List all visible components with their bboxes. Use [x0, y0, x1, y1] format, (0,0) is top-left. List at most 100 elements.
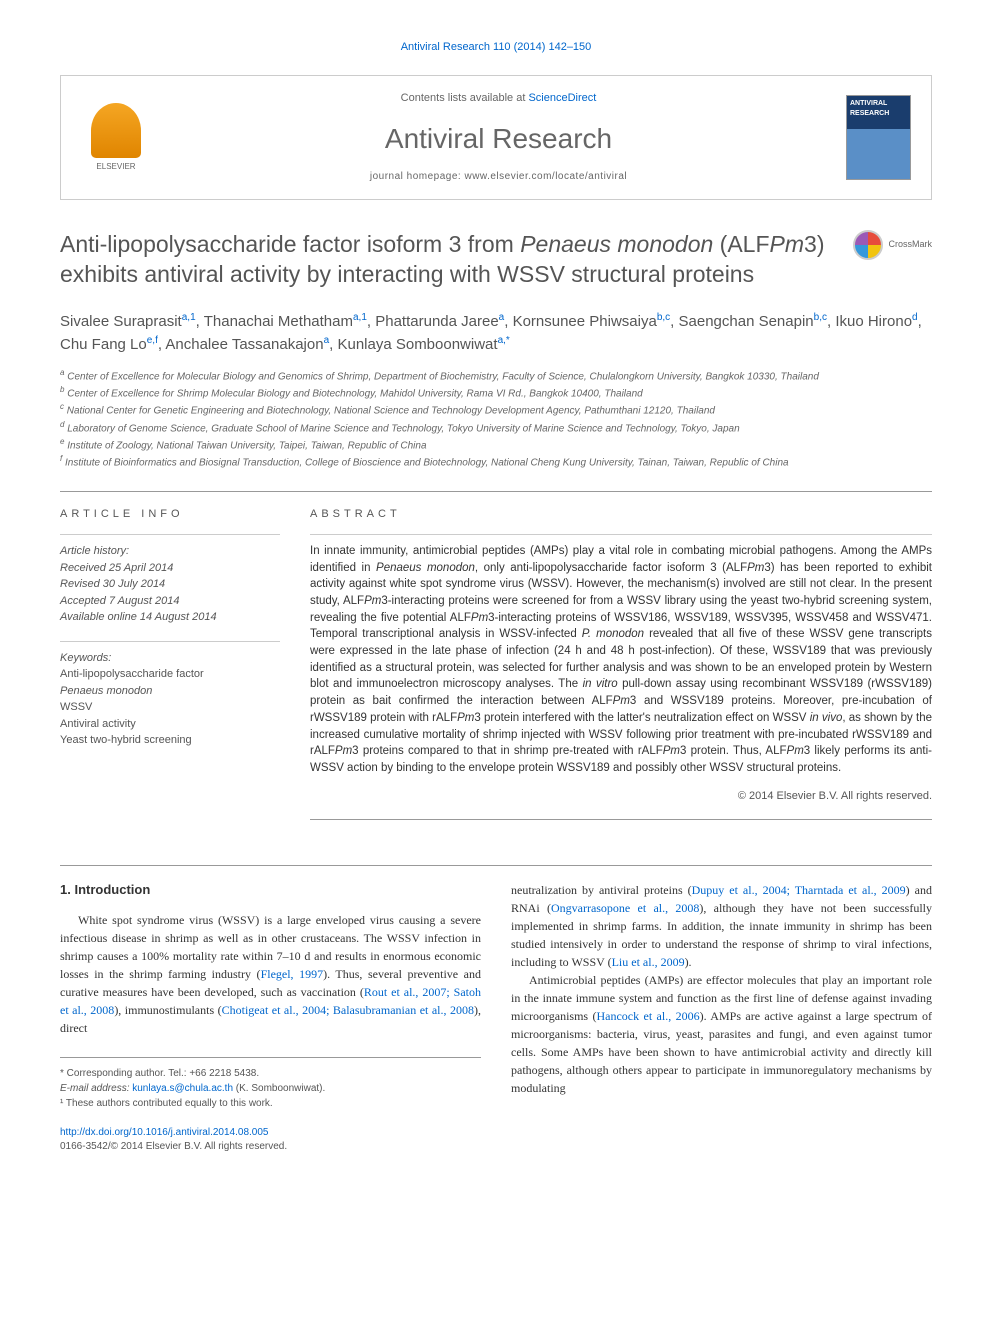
- homepage-prefix: journal homepage:: [370, 171, 465, 182]
- author[interactable]: Chu Fang Loe,f: [60, 336, 158, 353]
- sciencedirect-link[interactable]: ScienceDirect: [528, 92, 596, 104]
- affiliation: a Center of Excellence for Molecular Bio…: [60, 367, 932, 384]
- divider: [310, 819, 932, 820]
- citation-link[interactable]: Antiviral Research 110 (2014) 142–150: [401, 41, 592, 53]
- keyword: WSSV: [60, 699, 280, 716]
- intro-text: White spot syndrome virus (WSSV) is a la…: [60, 911, 481, 1037]
- author-affil-sup: b,c: [814, 312, 827, 323]
- history-item: Accepted 7 August 2014: [60, 593, 280, 610]
- journal-header-box: ELSEVIER Contents lists available at Sci…: [60, 75, 932, 200]
- affiliation: c National Center for Genetic Engineerin…: [60, 401, 932, 418]
- journal-cover-thumbnail[interactable]: ANTIVIRAL RESEARCH: [846, 95, 911, 180]
- author[interactable]: Kunlaya Somboonwiwata,*: [337, 336, 509, 353]
- article-history: Article history: Received 25 April 2014 …: [60, 543, 280, 626]
- crossmark-icon: [853, 230, 883, 260]
- body-columns: 1. Introduction White spot syndrome viru…: [60, 881, 932, 1154]
- abstract-column: ABSTRACT In innate immunity, antimicrobi…: [310, 507, 932, 835]
- divider: [60, 641, 280, 642]
- divider: [310, 534, 932, 535]
- author[interactable]: Anchalee Tassanakajona: [165, 336, 329, 353]
- article-info-header: ARTICLE INFO: [60, 507, 280, 522]
- journal-name: Antiviral Research: [171, 119, 826, 158]
- title-p4: Pm: [770, 231, 805, 257]
- author-list: Sivalee Suraprasita,1, Thanachai Methath…: [60, 310, 932, 357]
- contents-prefix: Contents lists available at: [401, 92, 529, 104]
- abstract-copyright: © 2014 Elsevier B.V. All rights reserved…: [310, 789, 932, 804]
- section-title: 1. Introduction: [60, 881, 481, 899]
- keywords-block: Keywords: Anti-lipopolysaccharide factor…: [60, 650, 280, 749]
- author-affil-sup: b,c: [657, 312, 670, 323]
- author[interactable]: Ikuo Hironod: [835, 313, 917, 330]
- author-affil-sup: a,*: [498, 335, 510, 346]
- section-name: Introduction: [74, 882, 150, 897]
- footer-notes: * Corresponding author. Tel.: +66 2218 5…: [60, 1057, 481, 1111]
- author-affil-sup: d: [912, 312, 918, 323]
- ref-link[interactable]: Chotigeat et al., 2004; Balasubramanian …: [222, 1003, 474, 1017]
- author[interactable]: Kornsunee Phiwsaiyab,c: [513, 313, 671, 330]
- elsevier-label: ELSEVIER: [96, 161, 135, 172]
- author-affil-sup: e,f: [147, 335, 158, 346]
- right-column: neutralization by antiviral proteins (Du…: [511, 881, 932, 1154]
- left-column: 1. Introduction White spot syndrome viru…: [60, 881, 481, 1154]
- cover-title: ANTIVIRAL RESEARCH: [847, 96, 910, 122]
- abstract-text: In innate immunity, antimicrobial peptid…: [310, 543, 932, 776]
- ref-link[interactable]: Ongvarrasopone et al., 2008: [551, 901, 699, 915]
- author[interactable]: Sivalee Suraprasita,1: [60, 313, 196, 330]
- ref-link[interactable]: Hancock et al., 2006: [596, 1009, 699, 1023]
- intro-text-right: neutralization by antiviral proteins (Du…: [511, 881, 932, 1097]
- email-link[interactable]: kunlaya.s@chula.ac.th: [132, 1083, 233, 1094]
- ref-link[interactable]: Liu et al., 2009: [612, 955, 685, 969]
- affiliation: b Center of Excellence for Shrimp Molecu…: [60, 384, 932, 401]
- issn-copyright: 0166-3542/© 2014 Elsevier B.V. All right…: [60, 1140, 481, 1154]
- author[interactable]: Saengchan Senapinb,c: [679, 313, 827, 330]
- keyword: Anti-lipopolysaccharide factor: [60, 666, 280, 683]
- title-p3: (ALF: [713, 231, 769, 257]
- equal-contrib-note: ¹ These authors contributed equally to t…: [60, 1096, 481, 1111]
- article-title: Anti-lipopolysaccharide factor isoform 3…: [60, 230, 932, 290]
- email-label: E-mail address:: [60, 1083, 132, 1094]
- divider: [60, 534, 280, 535]
- author-affil-sup: a: [499, 312, 505, 323]
- info-abstract-row: ARTICLE INFO Article history: Received 2…: [60, 507, 932, 835]
- crossmark-label: CrossMark: [888, 239, 932, 251]
- title-p1: Anti-lipopolysaccharide factor isoform 3…: [60, 231, 520, 257]
- ref-link[interactable]: Flegel, 1997: [261, 967, 324, 981]
- history-label: Article history:: [60, 543, 280, 560]
- affiliation: e Institute of Zoology, National Taiwan …: [60, 436, 932, 453]
- corresponding-note: * Corresponding author. Tel.: +66 2218 5…: [60, 1066, 481, 1081]
- author[interactable]: Phattarunda Jareea: [375, 313, 504, 330]
- header-center: Contents lists available at ScienceDirec…: [151, 91, 846, 184]
- keyword: Yeast two-hybrid screening: [60, 732, 280, 749]
- email-suffix: (K. Somboonwiwat).: [233, 1083, 325, 1094]
- author-affil-sup: a: [324, 335, 330, 346]
- author[interactable]: Thanachai Methathama,1: [204, 313, 367, 330]
- keyword: Penaeus monodon: [60, 683, 280, 700]
- homepage-line: journal homepage: www.elsevier.com/locat…: [171, 170, 826, 184]
- footer-doi-block: http://dx.doi.org/10.1016/j.antiviral.20…: [60, 1126, 481, 1154]
- keyword: Antiviral activity: [60, 716, 280, 733]
- elsevier-logo[interactable]: ELSEVIER: [81, 98, 151, 178]
- abstract-header: ABSTRACT: [310, 507, 932, 522]
- divider: [60, 865, 932, 866]
- affiliation: f Institute of Bioinformatics and Biosig…: [60, 453, 932, 470]
- article-info-column: ARTICLE INFO Article history: Received 2…: [60, 507, 280, 835]
- doi-link[interactable]: http://dx.doi.org/10.1016/j.antiviral.20…: [60, 1127, 268, 1138]
- contents-line: Contents lists available at ScienceDirec…: [171, 91, 826, 106]
- crossmark-badge[interactable]: CrossMark: [853, 230, 932, 260]
- affiliation: d Laboratory of Genome Science, Graduate…: [60, 419, 932, 436]
- history-item: Available online 14 August 2014: [60, 609, 280, 626]
- divider: [60, 491, 932, 492]
- author-affil-sup: a,1: [182, 312, 196, 323]
- keywords-label: Keywords:: [60, 650, 280, 667]
- page-container: Antiviral Research 110 (2014) 142–150 EL…: [0, 0, 992, 1194]
- history-item: Received 25 April 2014: [60, 560, 280, 577]
- header-citation: Antiviral Research 110 (2014) 142–150: [60, 40, 932, 55]
- ref-link[interactable]: Dupuy et al., 2004; Tharntada et al., 20…: [692, 883, 906, 897]
- email-line: E-mail address: kunlaya.s@chula.ac.th (K…: [60, 1081, 481, 1096]
- title-p2: Penaeus monodon: [520, 231, 713, 257]
- homepage-url[interactable]: www.elsevier.com/locate/antiviral: [464, 171, 627, 182]
- author-affil-sup: a,1: [353, 312, 367, 323]
- section-number: 1.: [60, 882, 71, 897]
- history-item: Revised 30 July 2014: [60, 576, 280, 593]
- elsevier-tree-icon: [91, 103, 141, 158]
